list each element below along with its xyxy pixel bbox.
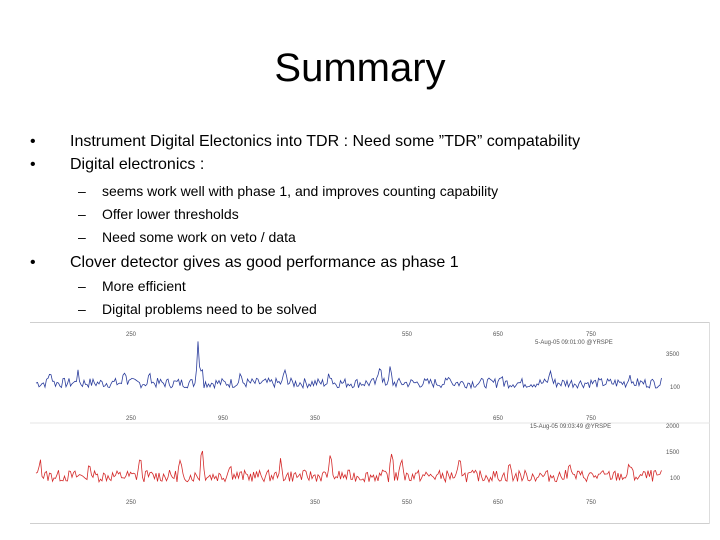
sub-bullet-marker: – xyxy=(78,183,86,199)
sub-bullet-3-1: More efficient xyxy=(102,278,186,294)
top-x-tick: 750 xyxy=(586,332,597,338)
bottom-spectrum-trace xyxy=(35,450,662,484)
sub-bullet-2-2: Offer lower thresholds xyxy=(102,206,239,222)
bottom-timestamp: 15-Aug-05 09:03:49 @YRSPE xyxy=(530,424,611,430)
bullet-2-text: Digital electronics : xyxy=(70,156,205,173)
slide-title: Summary xyxy=(274,46,446,90)
bottom-x-tick: 750 xyxy=(586,500,597,506)
bottom-x-tick: 350 xyxy=(310,500,321,506)
top-spectrum-panel: 250 550 650 750 5-Aug-05 09:01:00 @YRSPE… xyxy=(35,332,681,391)
top-spectrum-trace xyxy=(35,341,662,390)
sub-bullet-2-1: seems work well with phase 1, and improv… xyxy=(102,183,499,199)
bottom-spectrum-panel: 250 950 350 650 750 15-Aug-05 09:03:49 @… xyxy=(35,416,681,506)
bottom-x-tick-top: 250 xyxy=(126,416,137,422)
sub-bullet-3-2: Digital problems need to be solved xyxy=(102,301,317,317)
bottom-y-tick: 1500 xyxy=(666,450,680,456)
top-x-tick: 550 xyxy=(402,332,413,338)
sub-bullet-marker: – xyxy=(78,278,86,294)
sub-bullet-marker: – xyxy=(78,301,86,317)
sub-bullet-marker: – xyxy=(78,206,86,222)
top-x-tick: 650 xyxy=(493,332,504,338)
bullet-marker: • xyxy=(30,133,36,150)
bottom-x-tick-top: 350 xyxy=(310,416,321,422)
bottom-x-tick: 550 xyxy=(402,500,413,506)
bottom-x-tick-top: 650 xyxy=(493,416,504,422)
sub-bullet-marker: – xyxy=(78,229,86,245)
bottom-x-tick: 250 xyxy=(126,500,137,506)
top-y-tick: 100 xyxy=(670,385,681,391)
bullet-3-text: Clover detector gives as good performanc… xyxy=(70,254,459,271)
bullet-marker: • xyxy=(30,156,36,173)
top-y-tick: 3500 xyxy=(666,352,680,358)
bottom-x-tick-top: 750 xyxy=(586,416,597,422)
bottom-x-tick: 650 xyxy=(493,500,504,506)
spectra-figure: 250 550 650 750 5-Aug-05 09:01:00 @YRSPE… xyxy=(30,322,710,524)
bottom-y-tick: 100 xyxy=(670,476,681,482)
sub-bullet-2-3: Need some work on veto / data xyxy=(102,229,296,245)
bullet-marker: • xyxy=(30,254,36,271)
bottom-x-tick-top: 950 xyxy=(218,416,229,422)
top-x-tick: 250 xyxy=(126,332,137,338)
top-timestamp: 5-Aug-05 09:01:00 @YRSPE xyxy=(535,340,613,346)
bottom-y-tick: 2000 xyxy=(666,424,680,430)
bullet-1-text: Instrument Digital Electonics into TDR :… xyxy=(70,133,581,150)
